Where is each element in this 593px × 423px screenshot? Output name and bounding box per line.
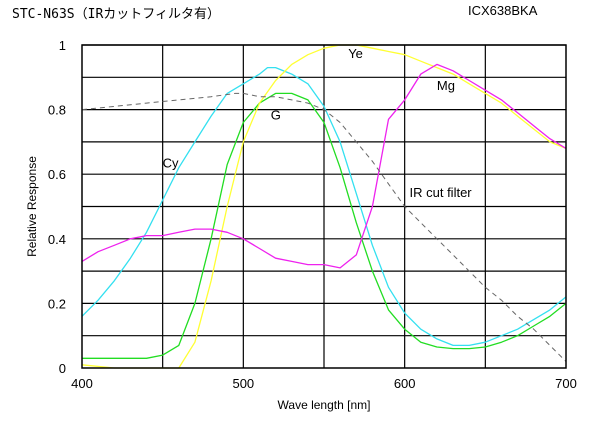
series-label-ye: Ye <box>348 46 363 61</box>
y-tick-label: 0 <box>59 361 66 376</box>
grid-lines <box>82 44 566 368</box>
series-labels: Cy G Ye Mg IR cut filter <box>163 46 473 200</box>
series-lines <box>81 44 567 369</box>
series-label-ir-cut-filter: IR cut filter <box>410 185 473 200</box>
sensor-model-label: ICX638BKA <box>468 3 538 18</box>
x-tick-label: 700 <box>555 376 577 391</box>
tick-labels: 400 500 600 700 0 0.2 0.4 0.6 0.8 1 <box>48 38 577 391</box>
series-label-g: G <box>271 107 281 122</box>
y-tick-label: 1 <box>59 38 66 53</box>
series-line-mg <box>81 63 567 269</box>
y-axis-label: Relative Response <box>25 156 39 257</box>
x-tick-label: 500 <box>232 376 254 391</box>
plot-frame <box>81 44 567 369</box>
series-label-mg: Mg <box>437 78 455 93</box>
y-tick-label: 0.4 <box>48 232 66 247</box>
chart-title: STC-N63S（IRカットフィルタ有） <box>12 7 221 22</box>
series-line-ir-cut-filter <box>81 92 567 362</box>
y-tick-label: 0.2 <box>48 296 66 311</box>
x-tick-label: 400 <box>71 376 93 391</box>
x-axis-label: Wave length [nm] <box>278 398 371 412</box>
y-tick-label: 0.6 <box>48 167 66 182</box>
series-line-cy <box>81 66 567 347</box>
y-tick-label: 0.8 <box>48 103 66 118</box>
series-line-g <box>82 92 567 359</box>
series-label-cy: Cy <box>163 156 179 171</box>
x-tick-label: 600 <box>394 376 416 391</box>
